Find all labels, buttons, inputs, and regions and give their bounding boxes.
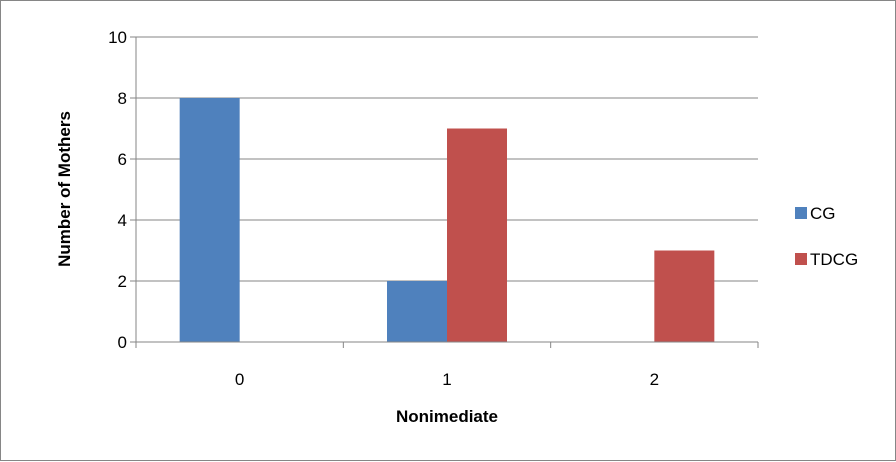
x-tick-label: 2 <box>650 370 659 389</box>
bar-cg <box>179 98 240 342</box>
x-tick-labels: 0 1 2 <box>235 370 659 389</box>
legend-label-cg: CG <box>810 204 836 223</box>
legend: CG TDCG <box>795 204 858 269</box>
y-tick-label: 0 <box>118 333 127 352</box>
y-tick-label: 10 <box>108 28 127 47</box>
y-tick-labels: 0 2 4 6 8 10 <box>108 28 127 352</box>
y-tick-label: 6 <box>118 150 127 169</box>
y-axis-title: Number of Mothers <box>55 111 74 267</box>
y-tick-label: 4 <box>118 211 127 230</box>
x-tick-label: 1 <box>442 370 451 389</box>
x-tick-label: 0 <box>235 370 244 389</box>
axes <box>135 37 759 348</box>
x-axis-title: Nonimediate <box>396 407 498 426</box>
legend-swatch-tdcg <box>795 253 807 265</box>
y-tick-label: 2 <box>118 272 127 291</box>
bar-tdcg <box>654 250 715 342</box>
bar-tdcg <box>447 128 507 342</box>
bar-cg <box>387 281 447 342</box>
y-tick-label: 8 <box>118 89 127 108</box>
legend-swatch-cg <box>795 207 807 219</box>
legend-label-tdcg: TDCG <box>810 250 858 269</box>
bars <box>179 98 715 342</box>
